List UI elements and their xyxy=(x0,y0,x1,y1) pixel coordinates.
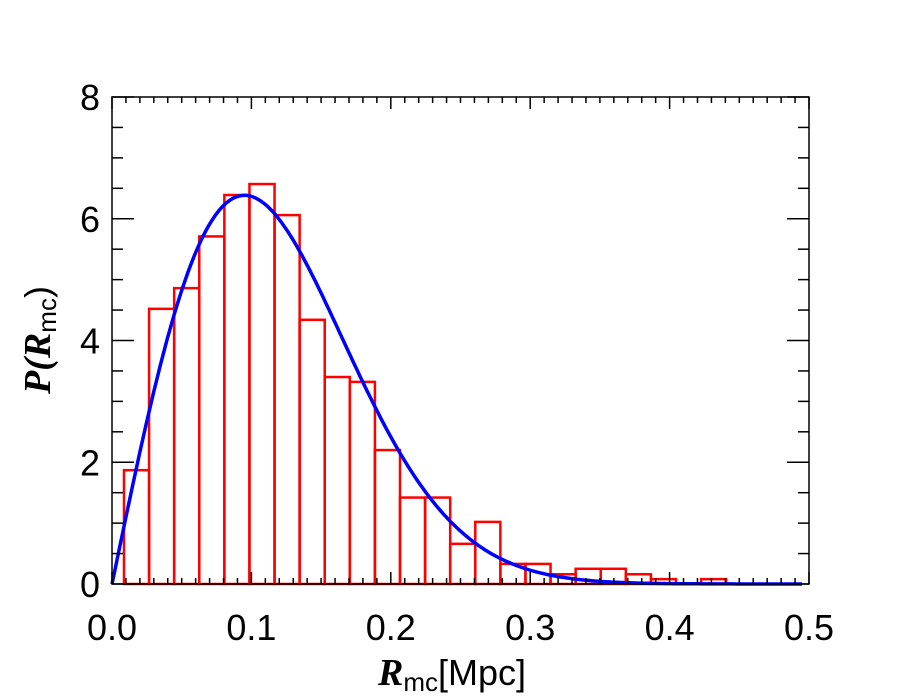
x-tick-labels: 0.0 0.1 0.2 0.3 0.4 0.5 xyxy=(87,607,834,648)
y-axis-title: P(Rmc) xyxy=(17,286,62,395)
x-axis-title: Rmc[Mpc] xyxy=(377,652,526,697)
y-tick-label: 0 xyxy=(80,564,100,605)
histogram-bar xyxy=(198,235,226,586)
histogram-bar xyxy=(398,496,427,586)
histogram-bar xyxy=(122,468,151,586)
y-tick-label: 2 xyxy=(80,442,100,483)
x-tick-label: 0.5 xyxy=(784,607,834,648)
histogram-bars xyxy=(122,182,728,586)
histogram-bar xyxy=(323,375,352,586)
histogram-bar xyxy=(172,286,201,586)
histogram-bar xyxy=(423,496,452,586)
fit-curve xyxy=(110,193,802,586)
histogram-bar xyxy=(273,213,301,586)
histogram-bar xyxy=(147,307,176,586)
histogram-bar xyxy=(223,193,251,586)
axis-ticks xyxy=(111,96,810,585)
histogram-bar xyxy=(373,448,402,586)
y-tick-label: 4 xyxy=(80,321,100,362)
x-tick-label: 0.4 xyxy=(645,607,695,648)
y-tick-label: 6 xyxy=(80,199,100,240)
histogram-bar xyxy=(248,182,276,586)
x-tick-label: 0.0 xyxy=(87,607,137,648)
histogram-bar xyxy=(348,380,377,586)
y-tick-labels: 0 2 4 6 8 xyxy=(80,77,100,605)
x-tick-label: 0.2 xyxy=(366,607,416,648)
histogram-bar xyxy=(448,542,477,586)
histogram-bar xyxy=(298,318,326,586)
y-tick-label: 8 xyxy=(80,77,100,118)
plot-frame xyxy=(111,96,810,585)
x-tick-label: 0.3 xyxy=(505,607,555,648)
x-tick-label: 0.1 xyxy=(226,607,276,648)
